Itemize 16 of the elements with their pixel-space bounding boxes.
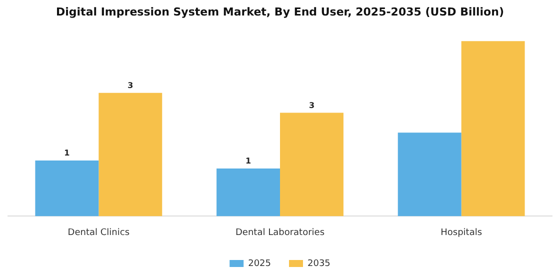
legend-label: 2035 [308,258,330,269]
x-tick-label: Hospitals [440,228,482,238]
x-tick-label: Dental Clinics [68,228,130,238]
bar [280,112,344,216]
bar [461,41,525,216]
data-label: 1 [245,156,252,166]
data-label: 1 [64,148,70,158]
bar [98,92,162,216]
bar [35,160,99,216]
data-label: 3 [128,80,134,90]
x-tick-label: Dental Laboratories [235,228,325,238]
legend-label: 2025 [248,258,271,269]
chart-title: Digital Impression System Market, By End User, 2025-2035 (USD Billion) [56,5,504,18]
bar [398,132,462,216]
bar [216,168,280,216]
data-label: 3 [308,100,315,110]
